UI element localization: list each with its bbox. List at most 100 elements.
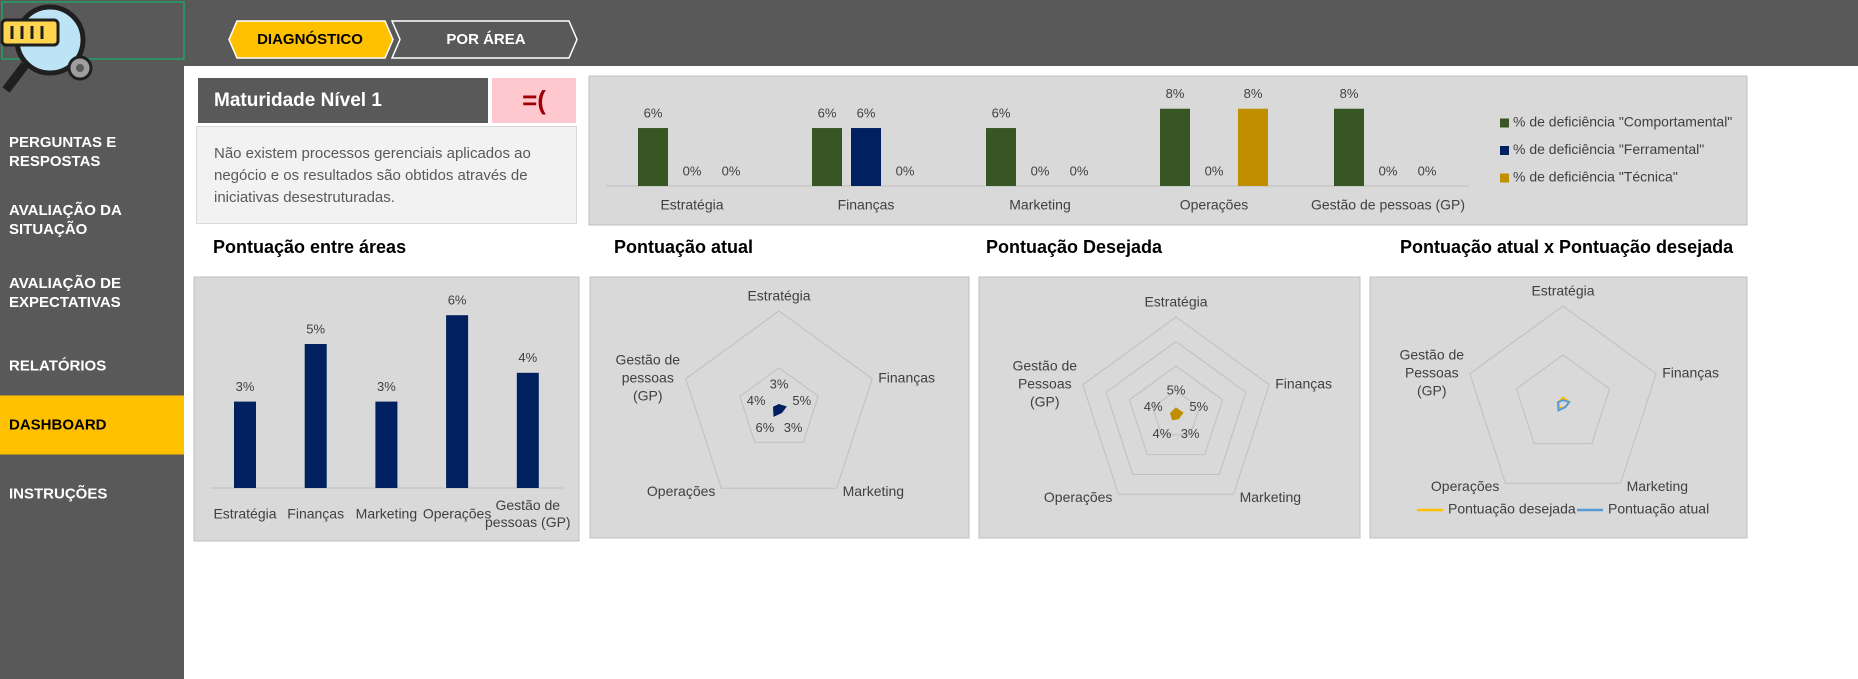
logo: [0, 4, 93, 93]
data-label: 8%: [1340, 86, 1359, 101]
data-label: 6%: [818, 105, 837, 120]
x-tick-label: Finanças: [287, 505, 344, 521]
bar: [851, 128, 881, 186]
bar: [446, 315, 469, 488]
data-label: 0%: [1418, 163, 1437, 178]
legend-swatch: [1500, 118, 1509, 128]
radar-ring: [1128, 365, 1224, 456]
bar: [638, 128, 668, 186]
bar: [304, 344, 327, 488]
x-tick-label: Gestão de pessoas (GP): [1311, 197, 1465, 213]
maturity-title: Maturidade Nível 1: [198, 78, 488, 123]
data-label: 4%: [747, 393, 766, 408]
axis-label: Finanças: [1275, 375, 1332, 391]
bar: [1334, 108, 1364, 186]
legend-swatch: [1500, 146, 1509, 155]
radar-series: [1169, 407, 1184, 421]
data-label: 5%: [1189, 399, 1208, 414]
nav-item[interactable]: AVALIAÇÃO DA SITUAÇÃO: [0, 201, 184, 239]
nav-item[interactable]: RELATÓRIOS: [0, 357, 184, 376]
data-label: 4%: [518, 350, 537, 365]
bar: [1238, 108, 1268, 186]
tab[interactable]: POR ÁREA: [390, 20, 578, 59]
data-label: 0%: [722, 163, 741, 178]
data-label: 3%: [770, 376, 789, 391]
chart-title: Pontuação entre áreas: [213, 237, 406, 257]
data-label: 0%: [1379, 163, 1398, 178]
data-label: 4%: [1152, 426, 1171, 441]
data-label: 8%: [1244, 86, 1263, 101]
tab[interactable]: DIAGNÓSTICO: [228, 20, 394, 59]
axis-label: Estratégia: [747, 288, 810, 304]
nav-item[interactable]: PERGUNTAS E RESPOSTAS: [0, 133, 184, 171]
data-label: 5%: [792, 393, 811, 408]
data-label: 3%: [784, 420, 803, 435]
chart-title: Pontuação atual: [614, 237, 753, 257]
radar-ring: [1082, 316, 1270, 495]
data-label: 3%: [377, 379, 396, 394]
data-label: 6%: [857, 105, 876, 120]
radar-ring: [739, 367, 819, 443]
axis-label: Gestão de Pessoas (GP): [1399, 346, 1464, 398]
data-label: 4%: [1144, 399, 1163, 414]
bar: [1160, 108, 1190, 186]
axis-label: Operações: [1431, 478, 1499, 494]
data-label: 0%: [896, 163, 915, 178]
axis-label: Finanças: [1662, 364, 1719, 380]
x-tick-label: Marketing: [356, 505, 417, 521]
maturity-description: Não existem processos gerenciais aplicad…: [196, 126, 577, 224]
bar: [516, 372, 539, 488]
axis-label: Gestão de Pessoas (GP): [1012, 357, 1077, 409]
nav-label: DASHBOARD: [9, 416, 107, 434]
axis-label: Marketing: [1240, 489, 1301, 505]
data-label: 3%: [1181, 426, 1200, 441]
axis-label: Operações: [647, 483, 715, 499]
data-label: 6%: [448, 293, 467, 308]
radar-ring: [1105, 340, 1247, 475]
data-label: 0%: [1070, 163, 1089, 178]
legend-swatch: [1500, 173, 1509, 183]
data-label: 6%: [644, 105, 663, 120]
x-tick-label: Operações: [1180, 197, 1248, 213]
legend-label: % de deficiência "Comportamental": [1513, 114, 1732, 130]
tab-label: POR ÁREA: [446, 31, 525, 48]
nav-item[interactable]: DASHBOARD: [0, 395, 184, 455]
nav-label: PERGUNTAS E RESPOSTAS: [9, 134, 117, 170]
chart-title: Pontuação Desejada: [986, 237, 1163, 257]
data-label: 0%: [1031, 163, 1050, 178]
nav-label: RELATÓRIOS: [9, 357, 107, 375]
data-label: 3%: [236, 379, 255, 394]
axis-label: Marketing: [1627, 478, 1688, 494]
axis-label: Marketing: [843, 483, 904, 499]
bar: [812, 128, 842, 186]
nav-label: AVALIAÇÃO DA SITUAÇÃO: [9, 202, 122, 238]
bar: [986, 128, 1016, 186]
x-tick-label: Marketing: [1009, 197, 1070, 213]
x-tick-label: Operações: [423, 505, 491, 521]
axis-label: Estratégia: [1531, 283, 1594, 299]
x-tick-label: Estratégia: [213, 505, 276, 521]
legend-label: Pontuação desejada: [1448, 501, 1576, 517]
axis-label: Estratégia: [1144, 294, 1207, 310]
data-label: 6%: [992, 105, 1011, 120]
legend-label: Pontuação atual: [1608, 501, 1709, 517]
radar-ring: [685, 310, 873, 489]
x-tick-label: Gestão de pessoas (GP): [485, 497, 571, 530]
radar-ring: [1469, 305, 1657, 484]
data-label: 0%: [1205, 163, 1224, 178]
nav-item[interactable]: INSTRUÇÕES: [0, 485, 184, 504]
axis-label: Finanças: [878, 369, 935, 385]
legend-label: % de deficiência "Ferramental": [1513, 141, 1704, 157]
nav-label: INSTRUÇÕES: [9, 485, 108, 503]
sidebar: [0, 66, 184, 679]
nav-label: AVALIAÇÃO DE EXPECTATIVAS: [9, 275, 121, 311]
chart-title: Pontuação atual x Pontuação desejada: [1400, 237, 1734, 257]
data-label: 6%: [755, 420, 774, 435]
radar-series: [1557, 399, 1571, 412]
nav-item[interactable]: AVALIAÇÃO DE EXPECTATIVAS: [0, 274, 184, 312]
radar-ring: [1152, 389, 1200, 436]
data-label: 5%: [1167, 382, 1186, 397]
radar-series: [773, 404, 787, 417]
axis-label: Operações: [1044, 489, 1112, 505]
